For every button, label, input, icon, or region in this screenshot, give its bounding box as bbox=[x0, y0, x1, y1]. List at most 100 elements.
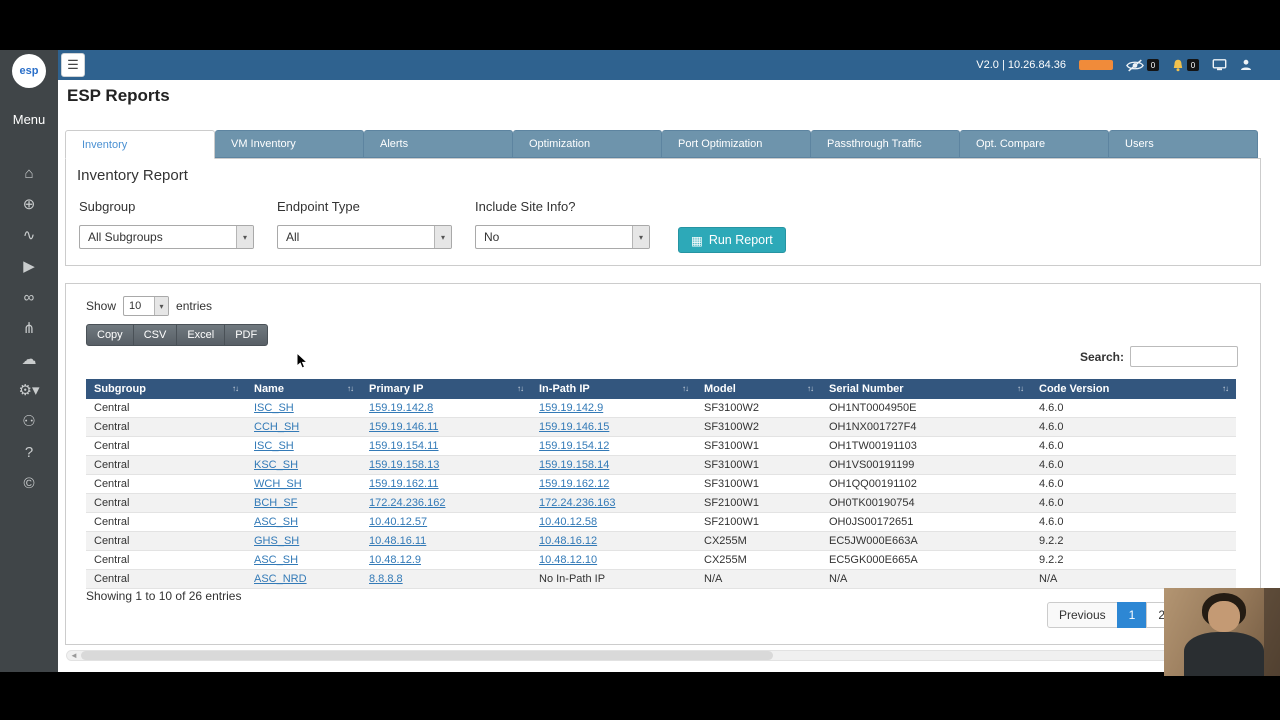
column-label: Serial Number bbox=[829, 383, 904, 395]
cell-link[interactable]: ASC_SH bbox=[254, 516, 299, 528]
cell-link[interactable]: WCH_SH bbox=[254, 478, 302, 490]
cell-link[interactable]: 159.19.158.13 bbox=[369, 459, 440, 471]
inventory-table: Subgroup ↑↓ Name ↑↓ Primary IP ↑↓ In-Path IP ↑↓… bbox=[86, 379, 1236, 589]
page-button-1[interactable]: 1 bbox=[1116, 602, 1148, 628]
include-site-info-select[interactable]: No ▾ bbox=[475, 225, 650, 249]
csv-button[interactable]: CSV bbox=[132, 324, 178, 346]
column-header-code-version[interactable]: Code Version ↑↓ bbox=[1031, 379, 1236, 399]
search-input[interactable] bbox=[1130, 346, 1238, 367]
webcam-person-face bbox=[1208, 601, 1240, 632]
top-navbar: ☰ V2.0 | 10.26.84.36 0 bbox=[58, 50, 1280, 80]
column-header-primary-ip[interactable]: Primary IP ↑↓ bbox=[361, 379, 531, 399]
cell-link[interactable]: 172.24.236.162 bbox=[369, 497, 446, 509]
cell-link[interactable]: 10.48.12.9 bbox=[369, 554, 421, 566]
cell-link[interactable]: 159.19.158.14 bbox=[539, 459, 610, 471]
charts-icon[interactable]: ∿ bbox=[22, 227, 36, 244]
user-menu-button[interactable] bbox=[1240, 59, 1252, 71]
tab-inventory[interactable]: Inventory bbox=[65, 130, 215, 159]
pdf-button[interactable]: PDF bbox=[224, 324, 269, 346]
cell-link[interactable]: ISC_SH bbox=[254, 402, 294, 414]
sitemap-icon[interactable]: ⋔ bbox=[22, 320, 36, 337]
notifications-indicator[interactable]: 0 bbox=[1172, 59, 1199, 72]
column-header-name[interactable]: Name ↑↓ bbox=[246, 379, 361, 399]
tab-port-optimization[interactable]: Port Optimization bbox=[662, 130, 811, 158]
table-cell: ASC_NRD bbox=[246, 569, 361, 589]
table-cell: Central bbox=[86, 436, 246, 456]
column-header-serial-number[interactable]: Serial Number ↑↓ bbox=[821, 379, 1031, 399]
page-size-select[interactable]: 10 ▾ bbox=[123, 296, 170, 316]
cell-link[interactable]: 159.19.154.11 bbox=[369, 440, 439, 452]
announcements-icon[interactable]: ▶ bbox=[23, 258, 35, 275]
cloud-icon[interactable]: ☁ bbox=[21, 351, 37, 368]
cell-link[interactable]: ASC_NRD bbox=[254, 573, 307, 585]
sort-icon: ↑↓ bbox=[517, 384, 524, 393]
cell-link[interactable]: 159.19.162.11 bbox=[369, 478, 439, 490]
table-cell: OH1QQ00191102 bbox=[821, 474, 1031, 494]
tab-vm-inventory[interactable]: VM Inventory bbox=[215, 130, 364, 158]
table-cell: SF3100W1 bbox=[696, 436, 821, 456]
tab-opt-compare[interactable]: Opt. Compare bbox=[960, 130, 1109, 158]
tab-passthrough-traffic[interactable]: Passthrough Traffic bbox=[811, 130, 960, 158]
table-cell: Central bbox=[86, 569, 246, 589]
tab-users[interactable]: Users bbox=[1109, 130, 1258, 158]
monitor-button[interactable] bbox=[1212, 59, 1227, 71]
tab-optimization[interactable]: Optimization bbox=[513, 130, 662, 158]
hamburger-menu-button[interactable]: ☰ bbox=[61, 53, 85, 77]
horizontal-scrollbar[interactable]: ◄ bbox=[66, 650, 1262, 661]
excel-button[interactable]: Excel bbox=[176, 324, 226, 346]
table-row: Central ASC_SH 10.48.12.9 10.48.12.10 CX255M… bbox=[86, 550, 1236, 570]
webcam-background bbox=[1264, 588, 1280, 676]
cell-link[interactable]: ASC_SH bbox=[254, 554, 299, 566]
home-icon[interactable]: ⌂ bbox=[24, 165, 34, 182]
cell-link[interactable]: 10.48.16.11 bbox=[369, 535, 427, 547]
users-icon[interactable]: ⚇ bbox=[22, 413, 36, 430]
cell-link[interactable]: GHS_SH bbox=[254, 535, 300, 547]
sort-icon: ↑↓ bbox=[232, 384, 239, 393]
cell-link[interactable]: 8.8.8.8 bbox=[369, 573, 403, 585]
cell-link[interactable]: 10.48.12.10 bbox=[539, 554, 598, 566]
table-cell: OH0TK00190754 bbox=[821, 493, 1031, 513]
report-form-panel: Inventory Report Subgroup All Subgroups ▾ E… bbox=[65, 158, 1261, 266]
run-report-button[interactable]: ▦ Run Report bbox=[678, 227, 786, 253]
version-text: V2.0 | 10.26.84.36 bbox=[976, 59, 1066, 71]
cell-link[interactable]: CCH_SH bbox=[254, 421, 300, 433]
hidden-devices-indicator[interactable]: 0 bbox=[1126, 59, 1159, 72]
column-label: In-Path IP bbox=[539, 383, 590, 395]
cell-link[interactable]: 159.19.146.11 bbox=[369, 421, 439, 433]
cell-link[interactable]: ISC_SH bbox=[254, 440, 294, 452]
cell-link[interactable]: 172.24.236.163 bbox=[539, 497, 616, 509]
scrollbar-thumb[interactable] bbox=[80, 651, 774, 660]
copyright-icon[interactable]: © bbox=[23, 475, 35, 492]
scroll-left-icon[interactable]: ◄ bbox=[70, 651, 78, 660]
table-body: Central ISC_SH 159.19.142.8 159.19.142.9 SF3… bbox=[86, 399, 1236, 589]
table-cell: Central bbox=[86, 417, 246, 437]
settings-icon[interactable]: ⚙▾ bbox=[18, 382, 40, 399]
column-header-in-path-ip[interactable]: In-Path IP ↑↓ bbox=[531, 379, 696, 399]
sort-icon: ↑↓ bbox=[807, 384, 814, 393]
form-field-subgroup: Subgroup All Subgroups ▾ bbox=[79, 199, 254, 249]
table-cell: 10.48.16.11 bbox=[361, 531, 531, 551]
sort-icon: ↑↓ bbox=[1017, 384, 1024, 393]
cell-link[interactable]: 10.40.12.58 bbox=[539, 516, 598, 528]
column-header-model[interactable]: Model ↑↓ bbox=[696, 379, 821, 399]
cell-link[interactable]: 10.48.16.12 bbox=[539, 535, 598, 547]
cell-link[interactable]: 159.19.154.12 bbox=[539, 440, 610, 452]
endpoint-type-select[interactable]: All ▾ bbox=[277, 225, 452, 249]
copy-button[interactable]: Copy bbox=[86, 324, 134, 346]
tab-alerts[interactable]: Alerts bbox=[364, 130, 513, 158]
cell-link[interactable]: BCH_SF bbox=[254, 497, 298, 509]
cell-link[interactable]: KSC_SH bbox=[254, 459, 299, 471]
table-cell: 10.48.12.9 bbox=[361, 550, 531, 570]
previous-page-button[interactable]: Previous bbox=[1046, 602, 1118, 628]
cell-link[interactable]: 159.19.142.9 bbox=[539, 402, 604, 414]
cell-link[interactable]: 159.19.146.15 bbox=[539, 421, 610, 433]
links-icon[interactable]: ∞ bbox=[23, 289, 35, 306]
cell-link[interactable]: 159.19.142.8 bbox=[369, 402, 434, 414]
subgroup-select[interactable]: All Subgroups ▾ bbox=[79, 225, 254, 249]
column-header-subgroup[interactable]: Subgroup ↑↓ bbox=[86, 379, 246, 399]
cell-link[interactable]: 159.19.162.12 bbox=[539, 478, 610, 490]
help-icon[interactable]: ? bbox=[24, 444, 34, 461]
globe-icon[interactable]: ⊕ bbox=[22, 196, 36, 213]
cell-link[interactable]: 10.40.12.57 bbox=[369, 516, 428, 528]
